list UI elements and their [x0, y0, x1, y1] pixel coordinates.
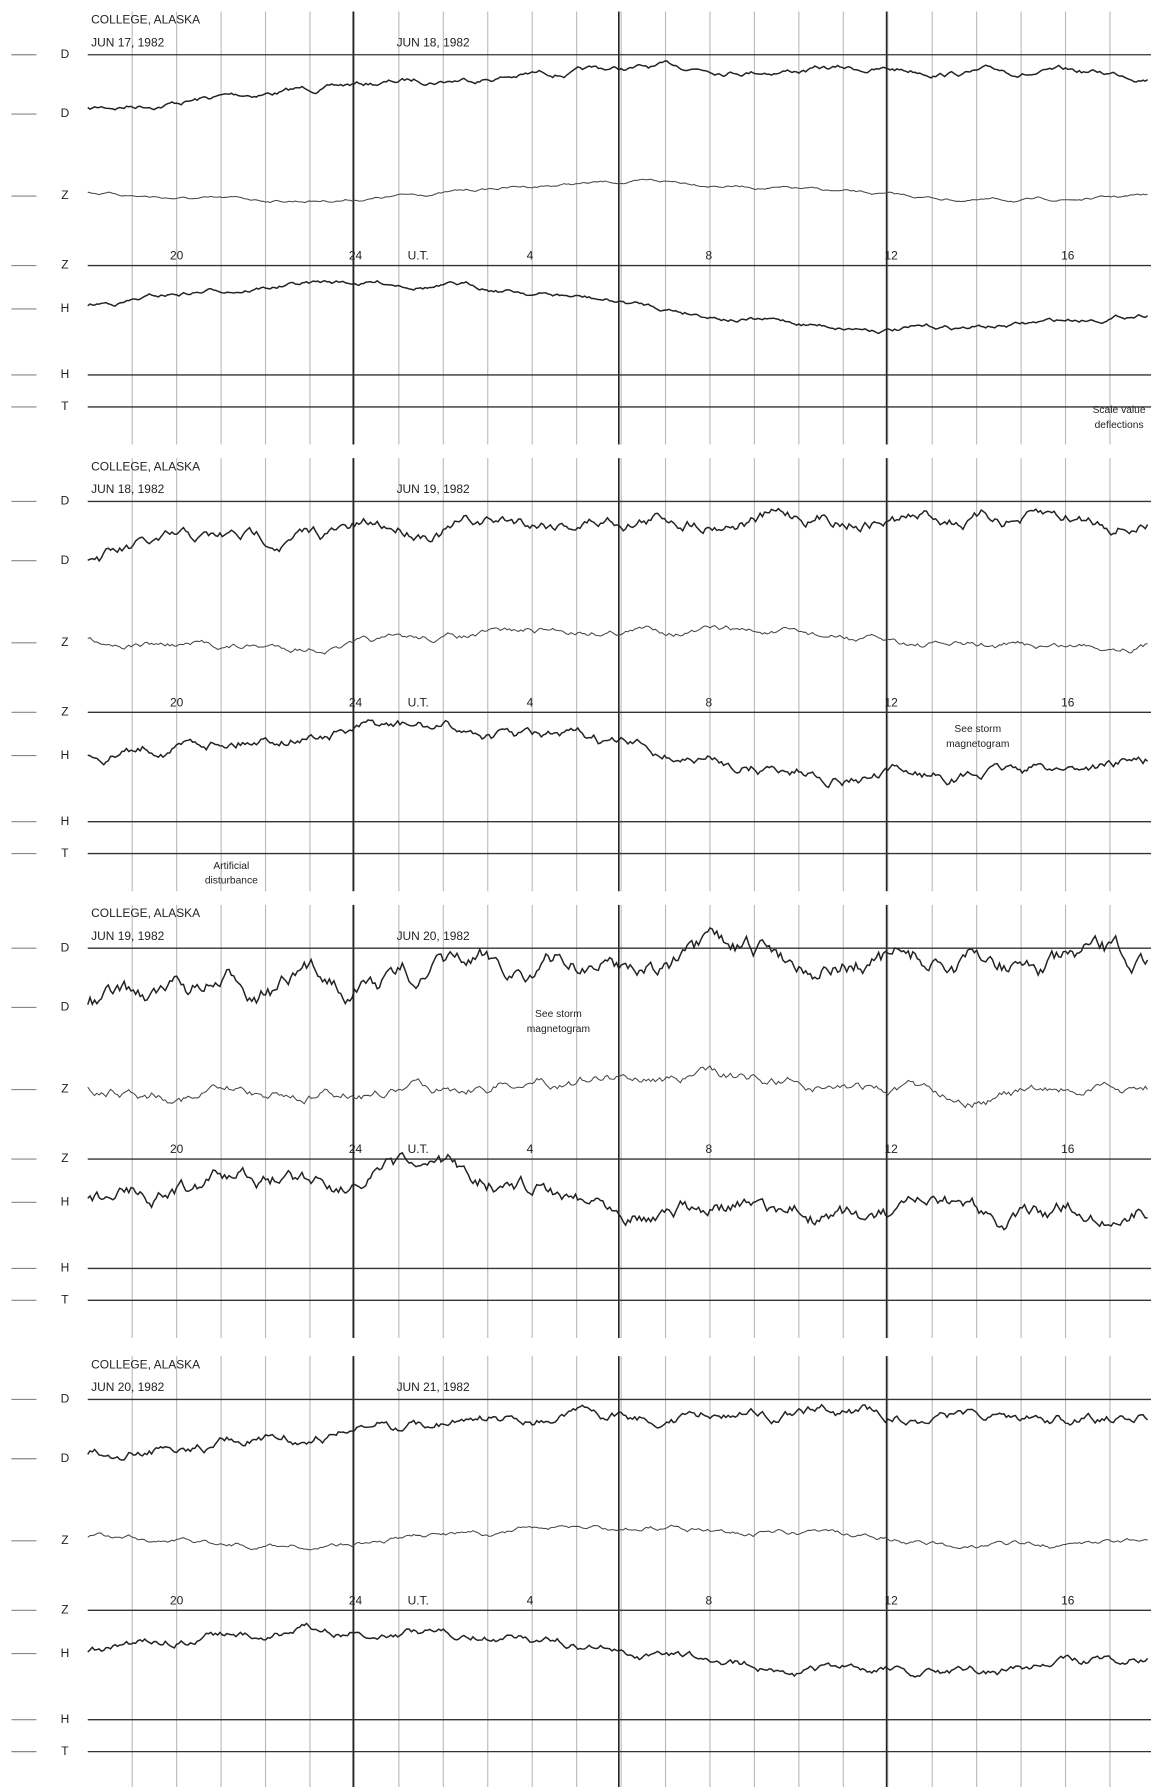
trace — [88, 1153, 1148, 1230]
hour-label: 8 — [706, 1593, 713, 1607]
note: Artificial — [213, 861, 249, 872]
trace — [88, 1623, 1148, 1677]
date-next: JUN 18, 1982 — [397, 36, 470, 50]
row-label: Z — [61, 1151, 68, 1165]
hour-label: 4 — [527, 249, 534, 263]
row-label: Z — [61, 1082, 68, 1096]
hour-label: 8 — [706, 695, 713, 709]
trace — [88, 1066, 1148, 1108]
date-start: JUN 17, 1982 — [91, 36, 164, 50]
row-label: H — [61, 1194, 70, 1208]
date-start: JUN 20, 1982 — [91, 1380, 164, 1394]
hour-label: 16 — [1061, 1142, 1075, 1156]
station: COLLEGE, ALASKA — [91, 906, 200, 920]
row-label: H — [61, 1261, 70, 1275]
hour-label: 24 — [349, 695, 363, 709]
row-label: D — [61, 1392, 70, 1406]
hour-label: 16 — [1061, 695, 1075, 709]
date-start: JUN 19, 1982 — [91, 929, 164, 943]
note: Scale value — [1093, 405, 1146, 416]
trace — [88, 1525, 1148, 1550]
row-label: D — [61, 494, 70, 508]
trace — [88, 179, 1148, 202]
station: COLLEGE, ALASKA — [91, 459, 200, 473]
hour-label: 16 — [1061, 249, 1075, 263]
row-label: T — [61, 399, 69, 413]
trace — [88, 1405, 1148, 1460]
row-label: Z — [61, 704, 68, 718]
hour-label: 4 — [527, 1593, 534, 1607]
hour-label: 12 — [885, 249, 899, 263]
row-label: Z — [61, 188, 68, 202]
row-label: Z — [61, 635, 68, 649]
note: See storm — [535, 1009, 582, 1020]
note: magnetogram — [527, 1024, 590, 1035]
trace — [88, 61, 1148, 110]
row-label: D — [61, 1451, 70, 1465]
row-label: H — [61, 367, 70, 381]
row-label: Z — [61, 1533, 68, 1547]
trace — [88, 928, 1148, 1005]
row-label: T — [61, 846, 69, 860]
note: deflections — [1095, 420, 1144, 431]
row-label: H — [61, 1646, 70, 1660]
hour-label: 4 — [527, 695, 534, 709]
date-next: JUN 21, 1982 — [397, 1380, 470, 1394]
note: See storm — [954, 724, 1001, 735]
trace — [88, 509, 1148, 561]
hour-label: 16 — [1061, 1593, 1075, 1607]
hour-label: 4 — [527, 1142, 534, 1156]
hour-label: U.T. — [408, 1593, 429, 1607]
date-next: JUN 19, 1982 — [397, 482, 470, 496]
magnetogram-sheet: D D Z Z H H T COLLEGE, ALASKA JUN 17, 1982 JUN 18… — [0, 0, 1151, 1787]
note: disturbance — [205, 876, 258, 887]
row-label: H — [61, 814, 70, 828]
hour-label: 20 — [170, 1593, 184, 1607]
row-label: H — [61, 301, 70, 315]
hour-label: U.T. — [408, 249, 429, 263]
row-label: D — [61, 47, 70, 61]
hour-label: 20 — [170, 249, 184, 263]
hour-label: 12 — [885, 1142, 899, 1156]
row-label: Z — [61, 1602, 68, 1616]
hour-label: 20 — [170, 695, 184, 709]
row-label: T — [61, 1744, 69, 1758]
row-label: H — [61, 1712, 70, 1726]
row-label: D — [61, 1000, 70, 1014]
station: COLLEGE, ALASKA — [91, 1357, 200, 1371]
station: COLLEGE, ALASKA — [91, 13, 200, 27]
hour-label: 24 — [349, 1593, 363, 1607]
row-label: D — [61, 940, 70, 954]
hour-label: 12 — [885, 1593, 899, 1607]
row-label: Z — [61, 258, 68, 272]
note: magnetogram — [946, 739, 1009, 750]
hour-label: U.T. — [408, 1142, 429, 1156]
row-label: H — [61, 748, 70, 762]
row-label: D — [61, 106, 70, 120]
hour-label: 8 — [706, 249, 713, 263]
hour-label: 20 — [170, 1142, 184, 1156]
date-start: JUN 18, 1982 — [91, 482, 164, 496]
trace — [88, 625, 1148, 653]
page: {"panels": [ {"station": "COLLEGE, ALASK… — [0, 0, 1151, 1787]
hour-label: 24 — [349, 249, 363, 263]
date-next: JUN 20, 1982 — [397, 929, 470, 943]
row-label: T — [61, 1292, 69, 1306]
hour-label: 8 — [706, 1142, 713, 1156]
row-label: D — [61, 553, 70, 567]
hour-label: 24 — [349, 1142, 363, 1156]
trace — [88, 281, 1148, 334]
hour-label: 12 — [885, 695, 899, 709]
hour-label: U.T. — [408, 695, 429, 709]
